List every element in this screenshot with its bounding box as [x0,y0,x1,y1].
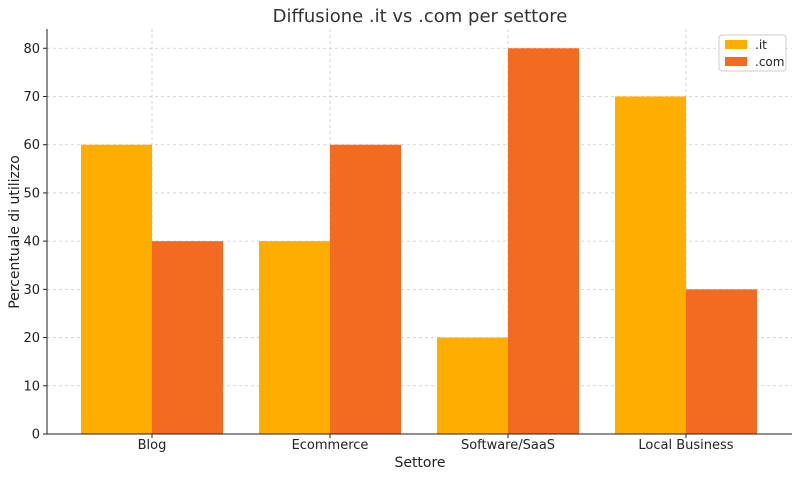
x-axis-title: Settore [394,455,445,471]
bar-com-0 [152,241,223,434]
bar-it-1 [259,241,330,434]
bar-it-3 [615,96,686,434]
bar-com-1 [330,144,401,434]
y-tick-label: 30 [23,283,40,298]
bars [81,48,757,435]
x-tick-label: Software/SaaS [461,438,555,453]
y-tick-label: 10 [23,379,40,394]
y-tick-label: 80 [23,42,40,57]
legend: .it .com [718,34,787,72]
bar-com-2 [508,48,579,435]
bar-com-3 [686,289,757,434]
y-tick-label: 70 [23,90,40,105]
legend-label: .it [755,38,767,52]
bar-it-2 [437,337,508,434]
x-tick-label: Ecommerce [292,438,369,453]
x-tick-label: Blog [138,438,167,453]
y-tick-label: 40 [23,235,40,250]
legend-label: .com [755,55,784,69]
legend-swatch [725,40,747,49]
chart-title: Diffusione .it vs .com per settore [273,6,568,27]
bar-it-0 [81,144,152,434]
legend-swatch [725,57,747,66]
y-axis-title: Percentuale di utilizzo [7,155,23,309]
y-tick-label: 60 [23,138,40,153]
y-tick-label: 20 [23,331,40,346]
ticks: 0 10 20 30 40 50 60 70 80 Blog Ecommerce Software/S… [23,42,733,453]
y-tick-label: 50 [23,186,40,201]
x-tick-label: Local Business [638,438,733,453]
y-tick-label: 0 [32,428,40,443]
